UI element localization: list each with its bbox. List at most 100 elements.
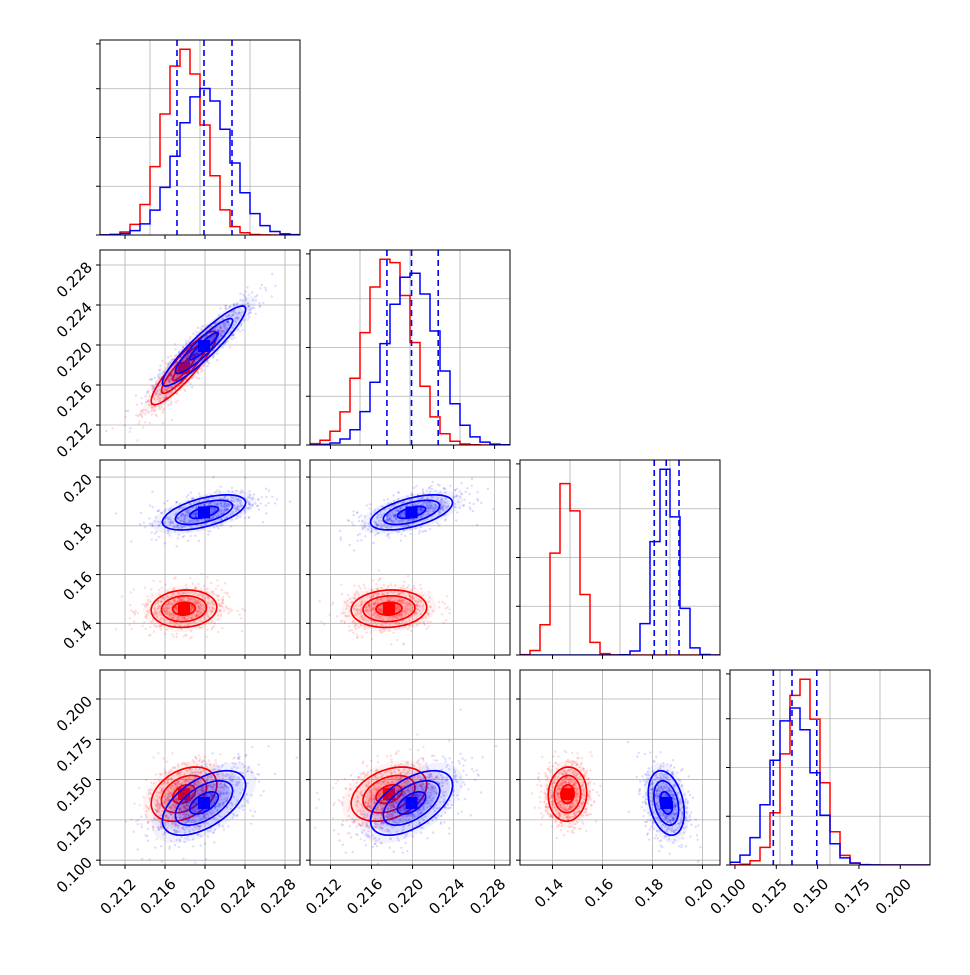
sample-point-blue (187, 540, 189, 542)
panel-1-0 (96, 250, 300, 449)
sample-point-blue (227, 825, 229, 827)
sample-point-blue (205, 858, 207, 860)
sample-point-blue (233, 337, 235, 339)
sample-point-red (429, 621, 431, 623)
sample-point-blue (194, 771, 196, 773)
sample-point-blue (428, 487, 430, 489)
sample-point-blue (258, 508, 260, 510)
sample-point-blue (443, 487, 445, 489)
sample-point-blue (152, 506, 154, 508)
sample-point-blue (271, 496, 273, 498)
sample-point-blue (254, 810, 256, 812)
sample-point-red (375, 583, 377, 585)
sample-point-red (441, 613, 443, 615)
sample-point-blue (476, 523, 478, 525)
sample-point-red (241, 630, 243, 632)
sample-point-red (161, 587, 163, 589)
sample-point-blue (265, 488, 267, 490)
sample-point-blue (198, 759, 200, 761)
sample-point-red (318, 600, 320, 602)
sample-point-blue (194, 861, 196, 863)
sample-point-blue (138, 413, 140, 415)
sample-point-red (164, 633, 166, 635)
sample-point-red (165, 584, 167, 586)
sample-point-red (115, 628, 117, 630)
sample-point-red (129, 604, 131, 606)
sample-point-blue (238, 755, 240, 757)
panel-2-0 (96, 460, 300, 659)
sample-point-blue (392, 494, 394, 496)
sample-point-blue (409, 533, 411, 535)
sample-point-red (175, 401, 177, 403)
sample-point-blue (476, 491, 478, 493)
sample-point-blue (258, 780, 260, 782)
sample-point-blue (264, 287, 266, 289)
sample-point-red (410, 630, 412, 632)
sample-point-blue (197, 372, 199, 374)
sample-point-red (403, 581, 405, 583)
sample-point-blue (141, 826, 143, 828)
sample-point-blue (189, 535, 191, 537)
sample-point-red (133, 612, 135, 614)
sample-point-red (135, 610, 137, 612)
sample-point-red (420, 587, 422, 589)
sample-point-red (174, 343, 176, 345)
sample-point-blue (369, 508, 371, 510)
sample-point-red (206, 636, 208, 638)
sample-point-red (123, 424, 125, 426)
sample-point-blue (244, 290, 246, 292)
sample-point-blue (383, 499, 385, 501)
sample-point-red (223, 592, 225, 594)
panel-content (310, 250, 510, 445)
sample-point-blue (207, 365, 209, 367)
sample-point-blue (158, 536, 160, 538)
sample-point-blue (358, 520, 360, 522)
sample-point-blue (438, 484, 440, 486)
sample-point-red (192, 582, 194, 584)
sample-point-red (136, 439, 138, 441)
sample-point-blue (185, 496, 187, 498)
sample-point-red (239, 330, 241, 332)
sample-point-red (427, 621, 429, 623)
sample-point-blue (438, 524, 440, 526)
sample-point-blue (161, 359, 163, 361)
sample-point-blue (141, 858, 143, 860)
sample-point-blue (348, 544, 350, 546)
sample-point-blue (471, 478, 473, 480)
sample-point-blue (198, 492, 200, 494)
sample-point-blue (261, 496, 263, 498)
sample-point-blue (241, 329, 243, 331)
sample-point-blue (480, 502, 482, 504)
sample-point-blue (151, 538, 153, 540)
sample-point-red (142, 426, 144, 428)
sample-point-blue (168, 847, 170, 849)
sample-point-blue (195, 758, 197, 760)
sample-point-red (348, 630, 350, 632)
sample-point-blue (418, 532, 420, 534)
sample-point-red (171, 419, 173, 421)
sample-point-red (210, 582, 212, 584)
sample-point-blue (147, 822, 149, 824)
sample-point-blue (198, 377, 200, 379)
sample-point-blue (366, 504, 368, 506)
sample-point-blue (189, 768, 191, 770)
sample-point-red (185, 634, 187, 636)
sample-point-blue (191, 386, 193, 388)
sample-point-red (140, 409, 142, 411)
sample-point-blue (153, 377, 155, 379)
sample-point-blue (260, 794, 262, 796)
sample-point-blue (144, 395, 146, 397)
sample-point-red (323, 623, 325, 625)
sample-point-blue (265, 289, 267, 291)
sample-point-red (152, 756, 154, 758)
sample-point-red (195, 377, 197, 379)
sample-point-red (142, 603, 144, 605)
sample-point-blue (352, 524, 354, 526)
sample-point-blue (219, 485, 221, 487)
sample-point-red (217, 585, 219, 587)
sample-point-blue (244, 517, 246, 519)
sample-point-red (143, 621, 145, 623)
sample-point-blue (155, 539, 157, 541)
sample-point-blue (130, 540, 132, 542)
sample-point-blue (217, 527, 219, 529)
